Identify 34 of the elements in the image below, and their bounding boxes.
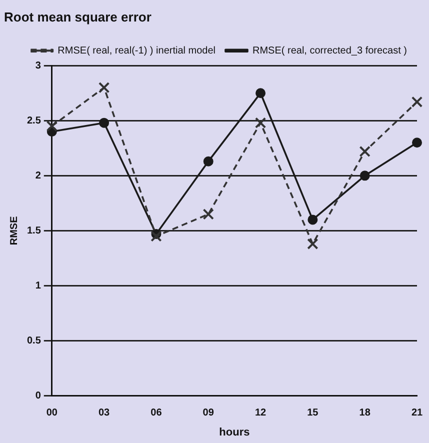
x-tick-label: 12 bbox=[254, 408, 267, 419]
point bbox=[308, 214, 318, 225]
point bbox=[412, 138, 422, 148]
y-tick-label: 1.5 bbox=[26, 225, 42, 236]
y-tick-label: 2.5 bbox=[26, 115, 42, 126]
x-tick-label: 06 bbox=[150, 408, 162, 419]
chart-title: Root mean square error bbox=[4, 9, 152, 24]
point bbox=[99, 118, 110, 128]
point bbox=[307, 238, 318, 250]
point bbox=[46, 120, 58, 132]
point bbox=[98, 82, 110, 94]
y-tick-label: 0 bbox=[35, 390, 42, 402]
legend-label: RMSE( real, real(-1) ) inertial model bbox=[58, 45, 216, 56]
legend-label: RMSE( real, corrected_3 forecast ) bbox=[252, 45, 408, 56]
x-tick-label: 18 bbox=[359, 408, 371, 419]
point bbox=[150, 230, 162, 242]
point bbox=[360, 170, 370, 181]
y-axis-title: RMSE bbox=[8, 216, 20, 246]
y-tick-label: 1 bbox=[35, 280, 42, 292]
y-tick-label: 0.5 bbox=[26, 336, 42, 347]
x-tick-label: 21 bbox=[411, 408, 423, 419]
point bbox=[203, 156, 214, 166]
point bbox=[254, 117, 266, 128]
point bbox=[202, 208, 214, 220]
point bbox=[359, 146, 370, 158]
point bbox=[256, 88, 266, 98]
x-tick-label: 15 bbox=[307, 408, 319, 419]
x-tick-label: 09 bbox=[202, 408, 214, 419]
x-tick-label: 03 bbox=[98, 408, 110, 419]
point bbox=[411, 96, 423, 108]
x-axis-title: hours bbox=[219, 426, 250, 438]
y-tick-label: 2 bbox=[35, 170, 42, 182]
y-tick-label: 3 bbox=[35, 60, 42, 72]
x-tick-label: 00 bbox=[46, 408, 58, 419]
